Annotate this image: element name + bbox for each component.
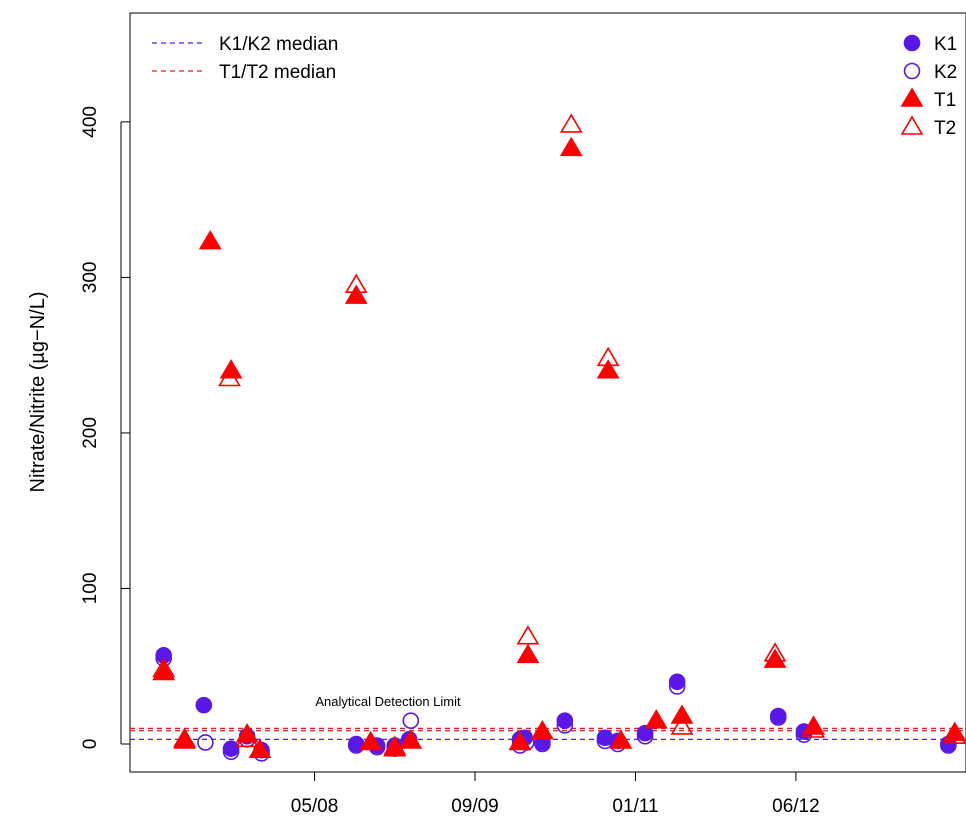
x-tick-label: 01/11 bbox=[612, 796, 658, 817]
point-t1 bbox=[198, 230, 222, 250]
x-tick-label: 06/12 bbox=[772, 796, 820, 817]
point-k2 bbox=[197, 734, 214, 751]
point-t2 bbox=[670, 715, 694, 735]
point-t1 bbox=[609, 729, 633, 749]
point-t1 bbox=[530, 719, 554, 740]
legend-marker-label: T1 bbox=[934, 90, 956, 111]
point-t1 bbox=[344, 284, 368, 304]
x-tick-label: 09/09 bbox=[451, 796, 499, 817]
point-k2 bbox=[402, 712, 420, 729]
legend-marker bbox=[900, 115, 924, 135]
point-t1 bbox=[943, 721, 966, 741]
legend-marker-label: K1 bbox=[934, 34, 957, 55]
y-tick-label: 100 bbox=[80, 573, 101, 605]
line-legend: K1/K2 median T1/T2 median bbox=[152, 34, 338, 83]
point-t1 bbox=[596, 359, 620, 379]
point-k1 bbox=[222, 740, 240, 757]
y-tick-label: 0 bbox=[80, 739, 101, 750]
legend-line-label: T1/T2 median bbox=[219, 62, 336, 83]
point-t1 bbox=[670, 704, 694, 724]
legend-marker bbox=[903, 62, 921, 80]
plot-frame bbox=[129, 12, 966, 773]
point-t1 bbox=[516, 643, 540, 664]
marker-legend: K1 K2 T1 T2 bbox=[900, 34, 957, 139]
point-k1 bbox=[668, 673, 686, 691]
detection-limit-annotation: Analytical Detection Limit bbox=[315, 694, 461, 709]
data-points bbox=[152, 113, 966, 762]
legend-line-label: K1/K2 median bbox=[219, 34, 338, 55]
legend-marker bbox=[903, 34, 921, 52]
point-t1 bbox=[644, 709, 668, 729]
y-axis: 0 100 200 300 400 bbox=[80, 106, 130, 749]
point-t1 bbox=[508, 730, 532, 751]
point-t1 bbox=[359, 730, 383, 751]
point-t2 bbox=[559, 113, 583, 133]
point-k1 bbox=[556, 712, 574, 729]
point-t1 bbox=[219, 359, 243, 379]
point-t1 bbox=[173, 729, 196, 749]
point-t1 bbox=[383, 737, 407, 757]
x-axis: 05/08 09/09 01/11 06/12 bbox=[291, 772, 820, 817]
point-k1 bbox=[636, 724, 654, 742]
point-t1 bbox=[399, 729, 423, 749]
legend-marker bbox=[900, 87, 924, 107]
point-t1 bbox=[248, 738, 272, 759]
point-k1 bbox=[195, 696, 213, 714]
point-t1 bbox=[802, 715, 825, 735]
y-axis-label: Nitrate/Nitrite (µg−N/L) bbox=[27, 291, 49, 492]
point-t1 bbox=[235, 723, 259, 743]
y-tick-label: 300 bbox=[80, 262, 101, 294]
x-tick-label: 05/08 bbox=[291, 796, 339, 817]
point-t1 bbox=[152, 660, 176, 681]
legend-marker-label: T2 bbox=[934, 118, 956, 139]
point-t1 bbox=[763, 648, 787, 668]
point-t2 bbox=[516, 625, 540, 645]
legend-marker-label: K2 bbox=[934, 62, 957, 83]
point-t1 bbox=[559, 136, 583, 157]
y-tick-label: 400 bbox=[80, 106, 101, 138]
point-k1 bbox=[769, 707, 787, 725]
y-tick-label: 200 bbox=[80, 417, 101, 449]
